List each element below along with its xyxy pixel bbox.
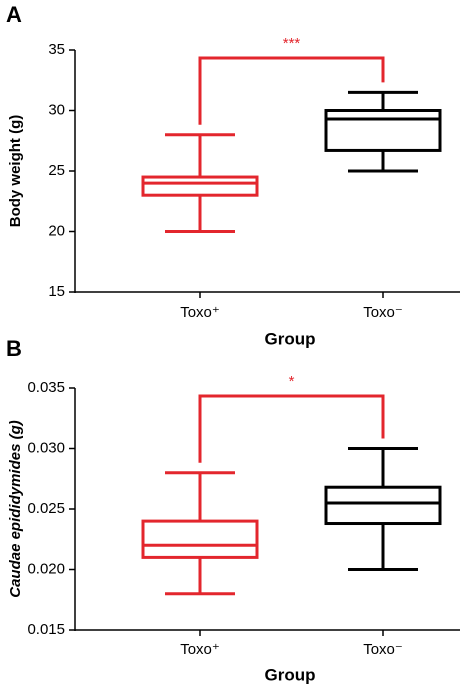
panel-label: A (6, 2, 22, 27)
box (324, 485, 442, 526)
x-tick-label: Toxo⁺ (180, 641, 220, 658)
y-tick-label: 35 (48, 41, 65, 58)
y-axis-label: Body weight (g) (7, 115, 24, 228)
x-tick-label: Toxo⁻ (363, 641, 403, 658)
y-tick-label: 20 (48, 222, 65, 239)
y-tick-label: 0.035 (27, 379, 65, 396)
box (324, 109, 442, 152)
y-tick-label: 0.015 (27, 621, 65, 638)
panel-label: B (6, 336, 22, 361)
y-tick-label: 0.025 (27, 500, 65, 517)
box (141, 175, 259, 197)
x-axis-label: Group (265, 665, 316, 684)
y-tick-label: 0.020 (27, 560, 65, 577)
x-tick-label: Toxo⁻ (363, 304, 403, 321)
significance-label: * (289, 373, 295, 390)
y-tick-label: 0.030 (27, 439, 65, 456)
x-tick-label: Toxo⁺ (180, 304, 220, 321)
significance-label: *** (283, 35, 301, 52)
y-tick-label: 30 (48, 101, 65, 118)
significance-bracket (198, 394, 385, 463)
box (141, 519, 259, 559)
y-axis-label: Caudae epididymides (g) (7, 420, 24, 598)
y-tick-label: 25 (48, 162, 65, 179)
y-tick-label: 15 (48, 283, 65, 300)
x-axis-label: Group (265, 329, 316, 348)
significance-bracket (198, 56, 385, 125)
